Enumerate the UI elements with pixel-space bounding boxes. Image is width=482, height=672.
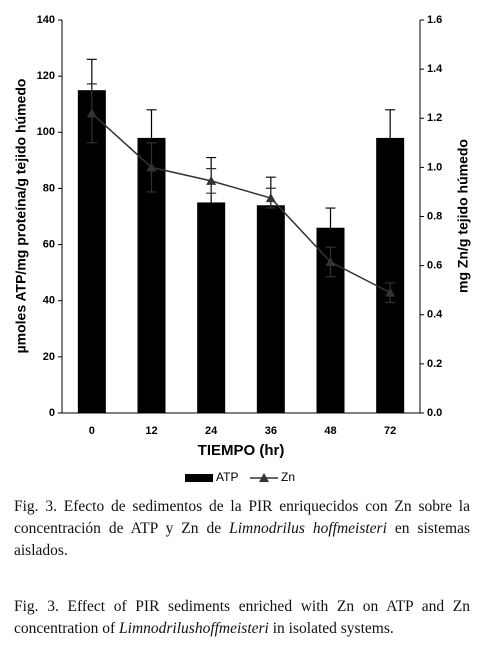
error-bar — [385, 109, 396, 167]
y-tick-label: 60 — [43, 238, 55, 250]
y2-tick-label: 0.4 — [427, 309, 443, 321]
y-tick-label: 40 — [43, 295, 55, 307]
line — [91, 112, 391, 294]
legend-swatch — [185, 474, 213, 482]
species-name: Limnodrilushoffmeisteri — [119, 620, 269, 637]
y2-tick-label: 0.2 — [427, 358, 442, 370]
x-tick-label: 0 — [89, 425, 95, 437]
caption-text: en sistemas aislados. — [14, 520, 470, 559]
y2-tick-label: 1.0 — [427, 161, 442, 173]
x-tick-label: 12 — [145, 425, 157, 437]
y-tick-label: 0 — [49, 407, 55, 419]
caption-es: Fig. 3. Efecto de sedimentos de la PIR e… — [14, 496, 470, 562]
y2-tick-label: 1.2 — [427, 112, 442, 124]
x-axis-label: TIEMPO (hr) — [198, 442, 285, 459]
y2-tick-label: 0.8 — [427, 210, 442, 222]
y2-tick-label: 1.6 — [427, 14, 442, 26]
y2-tick-label: 1.4 — [427, 63, 443, 75]
y2-tick-label: 0.6 — [427, 260, 442, 272]
chart: µmoles ATP/mg proteína/g tejido húmedo m… — [13, 14, 471, 484]
marker — [206, 175, 217, 185]
y-tick-label: 20 — [43, 351, 55, 363]
y-tick-label: 120 — [37, 70, 55, 82]
y-tick-label: 140 — [37, 14, 55, 26]
legend-label: Zn — [281, 470, 295, 484]
marker — [265, 193, 276, 203]
x-tick-label: 24 — [205, 425, 218, 437]
caption-text: Fig. 3. Effect of PIR sediments enriched… — [14, 598, 470, 637]
marker — [146, 162, 157, 172]
y2-axis-label: mg Zn/g tejido húmedo — [455, 139, 471, 293]
caption-text: Fig. 3. Efecto de sedimentos de la PIR e… — [14, 498, 470, 537]
bar — [376, 137, 405, 413]
x-tick-label: 72 — [384, 425, 396, 437]
bar — [256, 205, 285, 413]
caption-text: in isolated systems. — [268, 620, 394, 637]
x-tick-label: 48 — [324, 425, 336, 437]
y2-tick-label: 0.0 — [427, 407, 442, 419]
x-tick-label: 36 — [265, 425, 277, 437]
legend-marker — [259, 473, 269, 482]
bar — [77, 90, 106, 413]
y-tick-label: 100 — [37, 126, 55, 138]
marker — [385, 287, 396, 297]
y-tick-label: 80 — [43, 182, 55, 194]
y-axis-label: µmoles ATP/mg proteína/g tejido húmedo — [13, 79, 29, 354]
species-name: Limnodrilus hoffmeisteri — [229, 520, 387, 537]
marker — [86, 108, 97, 118]
caption-en: Fig. 3. Effect of PIR sediments enriched… — [14, 596, 470, 640]
marker — [325, 256, 336, 266]
legend-label: ATP — [216, 470, 238, 484]
